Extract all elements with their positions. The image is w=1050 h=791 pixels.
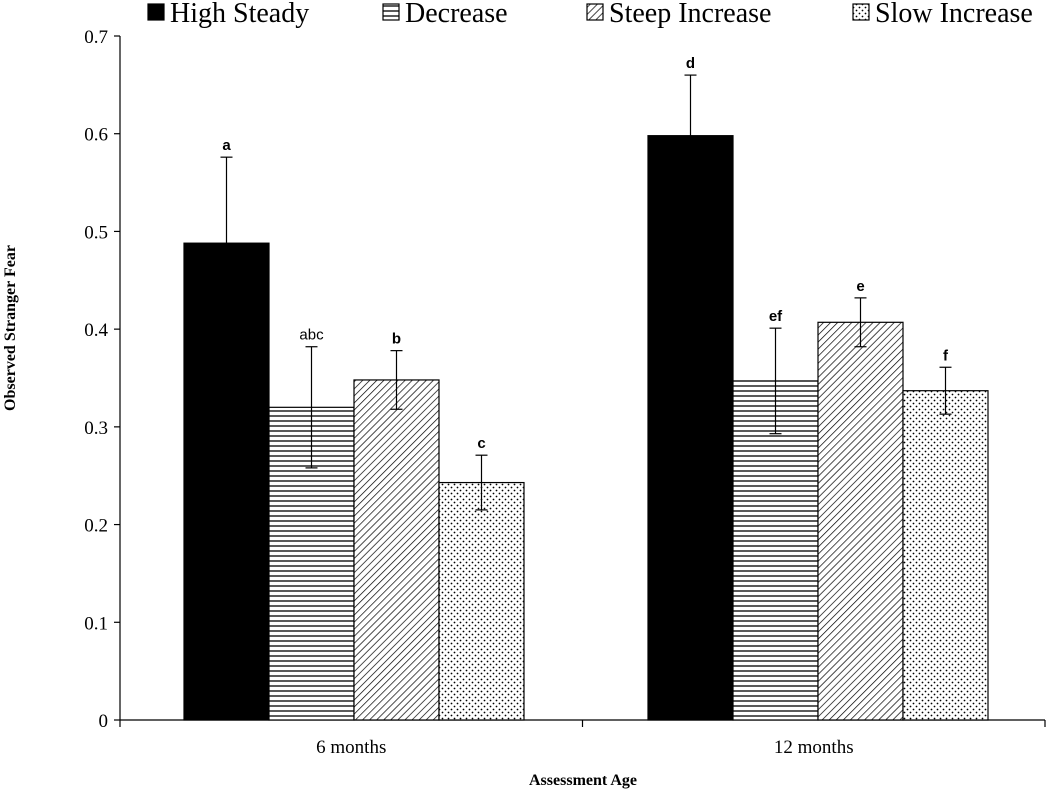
y-axis-title: Observed Stranger Fear (2, 245, 19, 411)
significance-label: ef (769, 308, 783, 325)
y-tick-label: 0.5 (84, 222, 108, 243)
bar (732, 380, 819, 721)
bar (817, 321, 904, 721)
x-category-label: 12 months (774, 737, 854, 758)
legend: High Steady Decrease Steep Increase Slow In… (147, 0, 1033, 29)
legend-swatch (382, 3, 400, 21)
legend-swatch (852, 3, 870, 21)
significance-label: c (477, 435, 485, 452)
y-tick-label: 0.6 (84, 125, 108, 146)
legend-label: Slow Increase (875, 0, 1033, 29)
y-tick-label: 0.7 (84, 27, 108, 48)
bar (353, 379, 440, 721)
significance-label: e (856, 278, 864, 295)
plot-area: 0 0.1 0.2 0.3 0.4 0.5 0.6 0.7 6 months a abc b c 12 m… (84, 27, 1046, 758)
legend-label: Steep Increase (609, 0, 771, 29)
legend-label: High Steady (170, 0, 309, 29)
legend-label: Decrease (405, 0, 508, 29)
significance-label: b (392, 331, 401, 348)
y-tick-label: 0.1 (84, 613, 108, 634)
y-tick-label: 0.3 (84, 418, 108, 439)
y-tick-label: 0.2 (84, 516, 108, 537)
significance-label: f (943, 347, 949, 364)
bar (647, 135, 734, 721)
significance-label: d (686, 55, 695, 72)
x-category-label: 6 months (316, 737, 386, 758)
bar (438, 481, 525, 721)
significance-label: abc (299, 327, 324, 344)
significance-label: a (222, 137, 231, 154)
legend-swatch (586, 3, 604, 21)
y-tick-label: 0 (99, 711, 109, 732)
bar (902, 390, 989, 721)
legend-swatch (147, 3, 165, 21)
y-tick-label: 0.4 (84, 320, 108, 341)
x-axis-title: Assessment Age (529, 772, 637, 789)
